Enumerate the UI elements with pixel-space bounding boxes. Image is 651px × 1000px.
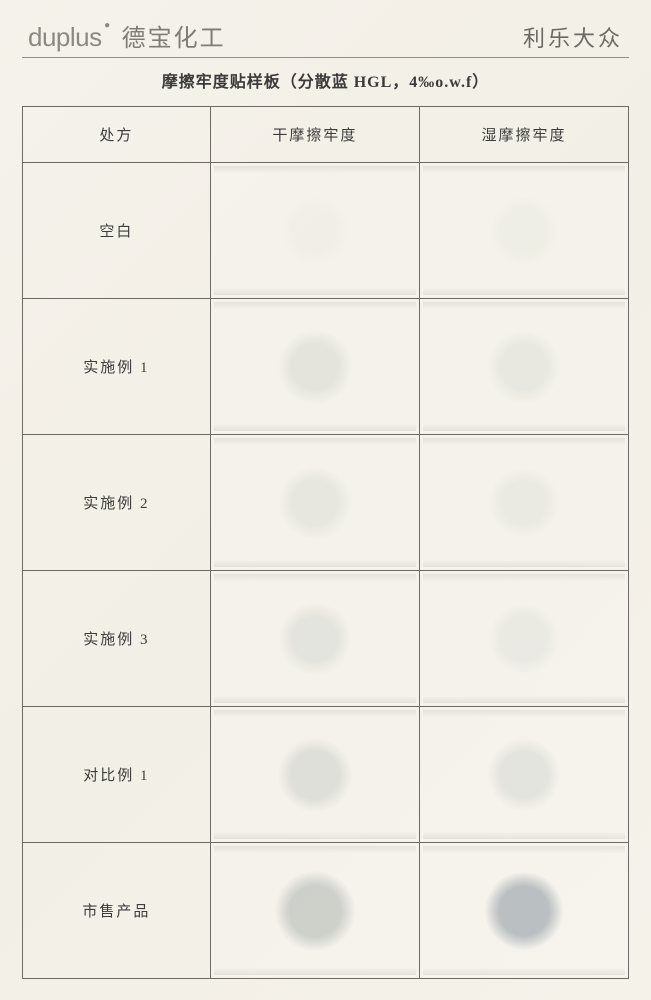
- wet-stain-icon: [488, 739, 560, 811]
- logo-reg-mark-icon: ●: [104, 20, 110, 31]
- document-title: 摩擦牢度贴样板（分散蓝 HGL，4‰o.w.f）: [22, 68, 629, 92]
- title-code: HGL: [354, 74, 393, 91]
- title-conc: 4‰o.w.f: [409, 74, 472, 91]
- wet-swatch-cell: [419, 435, 628, 571]
- dry-swatch-cell: [210, 707, 419, 843]
- wet-stain-icon: [489, 604, 559, 674]
- wet-stain-icon: [485, 872, 563, 950]
- row-label: 市售产品: [23, 843, 211, 979]
- table-row: 实施例 2: [23, 435, 629, 571]
- dry-stain-icon: [279, 467, 351, 539]
- dry-stain-icon: [275, 871, 355, 951]
- document-page: duplus ● 德宝化工 利乐大众 摩擦牢度贴样板（分散蓝 HGL，4‰o.w…: [0, 0, 651, 1000]
- dry-stain-icon: [279, 603, 351, 675]
- row-label: 实施例 3: [23, 571, 211, 707]
- wet-swatch-cell: [419, 843, 628, 979]
- table-row: 市售产品: [23, 843, 629, 979]
- wet-stain-icon: [489, 468, 559, 538]
- dry-swatch-cell: [210, 843, 419, 979]
- dry-swatch-cell: [210, 571, 419, 707]
- header-row: duplus ● 德宝化工 利乐大众: [22, 18, 629, 53]
- right-brand-text: 利乐大众: [523, 21, 623, 53]
- logo-block: duplus ● 德宝化工: [28, 18, 226, 53]
- row-label: 实施例 2: [23, 435, 211, 571]
- logo-chinese: 德宝化工: [122, 18, 226, 53]
- row-label: 空白: [23, 163, 211, 299]
- row-label: 对比例 1: [23, 707, 211, 843]
- title-mid: ，: [392, 74, 409, 91]
- table-row: 实施例 1: [23, 299, 629, 435]
- col-header-recipe: 处方: [23, 107, 211, 163]
- table-row: 实施例 3: [23, 571, 629, 707]
- sample-table: 处方 干摩擦牢度 湿摩擦牢度 空白实施例 1实施例 2实施例 3对比例 1市售产…: [22, 106, 629, 979]
- row-label: 实施例 1: [23, 299, 211, 435]
- dry-stain-icon: [278, 330, 352, 404]
- wet-stain-icon: [489, 196, 559, 266]
- wet-stain-icon: [488, 331, 560, 403]
- dry-swatch-cell: [210, 299, 419, 435]
- col-header-dry: 干摩擦牢度: [210, 107, 419, 163]
- header-divider: [22, 57, 629, 58]
- title-suffix: ）: [472, 74, 489, 91]
- col-header-wet: 湿摩擦牢度: [419, 107, 628, 163]
- logo-english-text: duplus: [28, 22, 102, 52]
- dry-stain-icon: [280, 196, 350, 266]
- dry-stain-icon: [278, 738, 352, 812]
- wet-swatch-cell: [419, 707, 628, 843]
- table-header-row: 处方 干摩擦牢度 湿摩擦牢度: [23, 107, 629, 163]
- table-row: 对比例 1: [23, 707, 629, 843]
- dry-swatch-cell: [210, 163, 419, 299]
- title-prefix: 摩擦牢度贴样板（分散蓝: [162, 74, 354, 91]
- wet-swatch-cell: [419, 571, 628, 707]
- table-row: 空白: [23, 163, 629, 299]
- dry-swatch-cell: [210, 435, 419, 571]
- logo-english: duplus ●: [28, 22, 102, 53]
- wet-swatch-cell: [419, 163, 628, 299]
- wet-swatch-cell: [419, 299, 628, 435]
